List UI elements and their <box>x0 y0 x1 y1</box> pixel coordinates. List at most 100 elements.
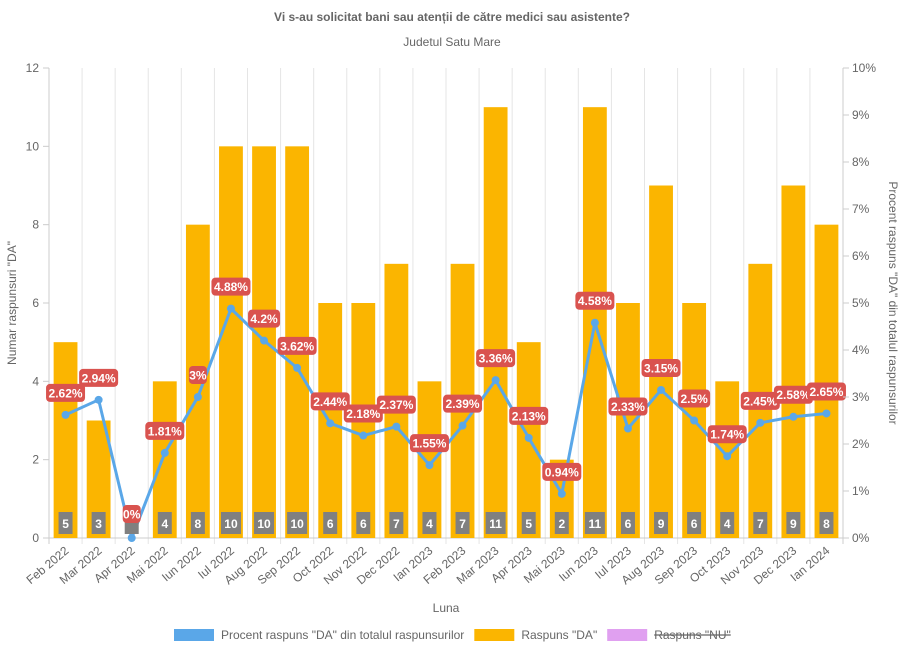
bar-label-box <box>753 512 768 534</box>
line-label-box <box>476 349 516 368</box>
line-point <box>127 534 136 542</box>
legend-item[interactable]: Raspuns "DA" <box>474 628 597 642</box>
line-label: 3.15% <box>644 361 678 375</box>
y-axis-right-ticks: 0% 1% 2% 3% 4% 5% 6% 7% 8% 9% 10% <box>843 61 876 545</box>
bar <box>219 146 243 539</box>
y2-tick-label: 9% <box>852 108 870 122</box>
line-point <box>491 376 500 385</box>
legend-item[interactable]: Raspuns "NU" <box>607 628 731 642</box>
bar-label: 6 <box>327 517 334 531</box>
line-label: 2.58% <box>776 388 810 402</box>
line-point <box>590 318 599 327</box>
bar-label: 7 <box>459 517 466 531</box>
legend: Procent raspuns "DA" din totalul raspuns… <box>174 628 731 642</box>
bar-label-box <box>654 512 669 534</box>
line-label-box <box>376 395 416 414</box>
legend-swatch <box>607 629 648 641</box>
bar-label-box <box>287 512 308 534</box>
line-label: 0.94% <box>545 465 579 479</box>
legend-label: Procent raspuns "DA" din totalul raspuns… <box>221 628 464 642</box>
line-label-box <box>509 406 549 425</box>
line-point <box>425 461 434 470</box>
y2-tick-label: 10% <box>852 61 876 75</box>
line-point <box>623 424 632 433</box>
line-label-box <box>542 462 582 481</box>
y-tick-label: 4 <box>32 374 39 388</box>
line-label-box <box>211 277 251 296</box>
bar-label-box <box>91 512 106 534</box>
line-point <box>94 395 103 404</box>
y2-tick-label: 8% <box>852 155 870 169</box>
y2-tick-label: 6% <box>852 249 870 263</box>
bar-value-labels: 5 3 4 8 10 10 10 6 6 7 4 7 11 5 2 11 6 9 6 4 7 9 8 <box>58 512 834 534</box>
line-label-box <box>277 336 317 355</box>
bar-label: 4 <box>724 517 731 531</box>
line-point <box>260 336 269 345</box>
bar-label: 11 <box>589 517 602 531</box>
line-label: 4.2% <box>250 312 278 326</box>
legend-label: Raspuns "DA" <box>521 628 597 642</box>
bar-label: 10 <box>290 517 304 531</box>
legend-item[interactable]: Procent raspuns "DA" din totalul raspuns… <box>174 628 464 642</box>
bar-label: 5 <box>62 517 69 531</box>
y-axis-left-ticks: 0 2 4 6 8 10 12 <box>26 61 49 545</box>
bar-label: 6 <box>691 517 698 531</box>
line-point <box>226 304 235 313</box>
line-label-box <box>79 368 119 387</box>
line-label: 3% <box>189 369 207 383</box>
y2-tick-label: 0% <box>852 531 870 545</box>
line-label: 4.58% <box>578 294 612 308</box>
bar-label-box <box>521 512 536 534</box>
y-tick-label: 0 <box>32 531 39 545</box>
bar <box>814 224 839 538</box>
line-label-box <box>641 358 681 377</box>
x-axis-title: Luna <box>433 601 460 615</box>
bar-label: 3 <box>95 517 102 531</box>
bar-label-box <box>584 512 605 534</box>
bar-label: 10 <box>224 517 238 531</box>
bar-label-box <box>485 512 506 534</box>
line-label: 2.18% <box>346 407 380 421</box>
bar-label-box <box>720 512 735 534</box>
bar-label: 7 <box>393 517 400 531</box>
y2-tick-label: 2% <box>852 437 870 451</box>
line-label-box <box>740 391 780 410</box>
line-point <box>61 410 70 419</box>
y-tick-label: 10 <box>26 139 40 153</box>
bar-label: 2 <box>558 517 565 531</box>
line-label: 2.37% <box>379 398 413 412</box>
bar-label: 6 <box>625 517 632 531</box>
bar-label-box <box>620 512 635 534</box>
bar <box>86 420 111 538</box>
line-point <box>789 412 798 421</box>
bar <box>417 381 442 538</box>
y-axis-right-title: Procent raspuns "DA" din totalul raspuns… <box>886 181 900 424</box>
bar-label-box <box>819 512 834 534</box>
chart-subtitle: Judetul Satu Mare <box>403 35 501 49</box>
bar <box>483 107 508 539</box>
bar-label: 9 <box>658 517 665 531</box>
bar-label-box <box>356 512 371 534</box>
line-label: 2.94% <box>82 371 116 385</box>
y2-tick-label: 4% <box>852 343 870 357</box>
line-label-box <box>188 366 207 384</box>
line-label: 2.45% <box>743 394 777 408</box>
y-tick-label: 12 <box>26 61 40 75</box>
y-axis-left-title: Numar raspunsuri "DA" <box>5 241 19 365</box>
bar-label-box <box>786 512 801 534</box>
y2-tick-label: 5% <box>852 296 870 310</box>
line-label-box <box>806 382 846 401</box>
bar-label: 4 <box>426 517 433 531</box>
bar-label-box <box>58 512 73 534</box>
line-label: 1.81% <box>148 424 182 438</box>
bar-label-box <box>455 512 470 534</box>
bar <box>152 381 177 538</box>
line-point <box>392 422 401 431</box>
line-label-box <box>575 291 615 310</box>
bar <box>616 303 640 538</box>
line-point <box>557 489 566 498</box>
line-label-box <box>343 404 383 423</box>
y-tick-label: 6 <box>32 296 39 310</box>
